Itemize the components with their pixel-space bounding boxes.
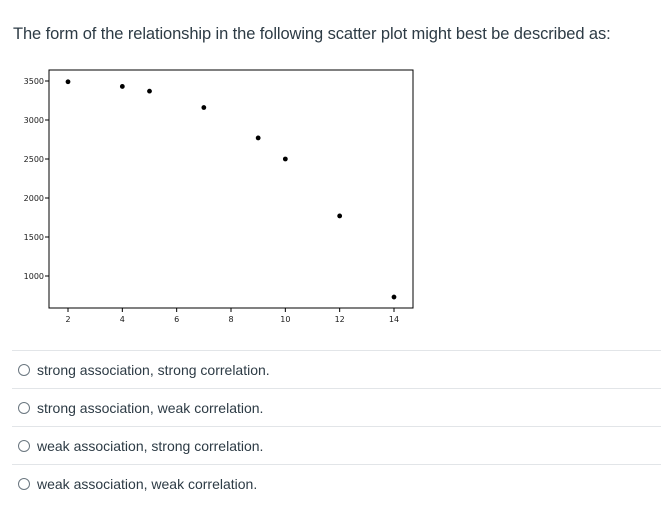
data-point <box>337 213 343 219</box>
y-tick-label: 3000 <box>24 116 44 125</box>
data-point <box>255 135 261 141</box>
data-point <box>119 84 125 89</box>
y-tick-label: 1500 <box>24 233 44 242</box>
x-tick-label: 8 <box>228 315 233 324</box>
y-tick-label: 2000 <box>24 194 44 203</box>
radio-button[interactable] <box>18 401 30 414</box>
x-tick-label: 4 <box>120 315 125 324</box>
data-point <box>282 156 288 162</box>
option-1[interactable]: strong association, strong correlation. <box>12 350 661 388</box>
answer-options: strong association, strong correlation. … <box>12 350 661 502</box>
option-label: weak association, weak correlation. <box>37 475 258 492</box>
option-2[interactable]: strong association, weak correlation. <box>12 388 661 426</box>
option-3[interactable]: weak association, strong correlation. <box>12 426 661 464</box>
x-tick-label: 6 <box>174 315 179 324</box>
y-tick-label: 3500 <box>24 77 44 86</box>
data-point <box>391 294 397 300</box>
option-label: strong association, strong correlation. <box>37 361 270 378</box>
question-text: The form of the relationship in the foll… <box>13 25 611 43</box>
data-point <box>201 105 207 110</box>
data-point <box>147 88 152 94</box>
scatter-plot: 2 4 6 8 10 12 14 1000 1500 2000 2500 3000 3500 <box>0 60 430 330</box>
option-label: weak association, strong correlation. <box>37 437 264 454</box>
x-tick-label: 2 <box>65 315 70 324</box>
option-4[interactable]: weak association, weak correlation. <box>12 464 661 502</box>
data-point <box>65 79 71 85</box>
option-label: strong association, weak correlation. <box>37 399 264 416</box>
radio-button[interactable] <box>18 477 30 490</box>
y-tick-label: 1000 <box>24 272 44 281</box>
x-tick-label: 12 <box>335 315 345 324</box>
plot-frame <box>48 69 414 309</box>
radio-button[interactable] <box>18 439 30 452</box>
radio-button[interactable] <box>18 363 30 376</box>
x-tick-label: 14 <box>389 315 399 324</box>
x-tick-label: 10 <box>280 315 290 324</box>
y-tick-label: 2500 <box>24 155 44 164</box>
